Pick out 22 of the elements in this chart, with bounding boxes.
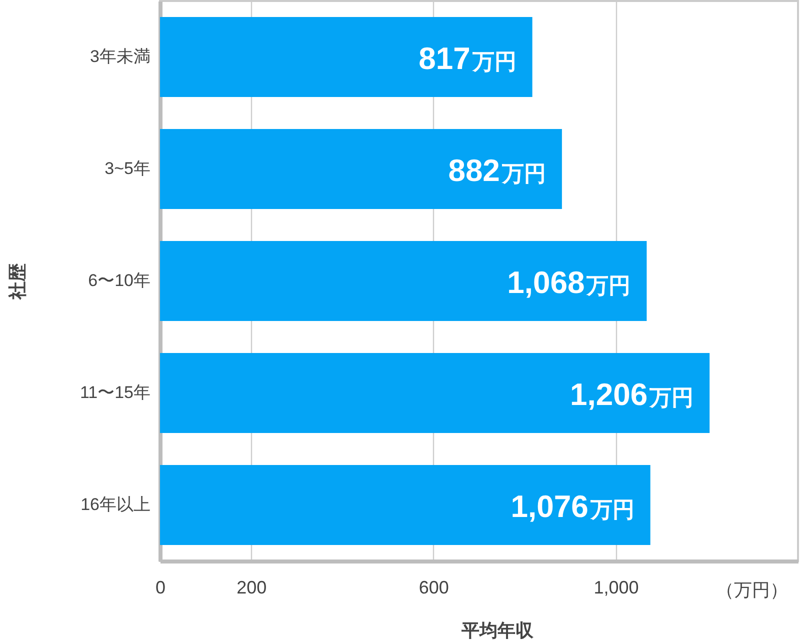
bar bbox=[160, 17, 532, 98]
bar bbox=[160, 353, 710, 433]
bar bbox=[160, 129, 562, 209]
data-label: 882万円 bbox=[448, 153, 546, 188]
data-label: 1,068万円 bbox=[507, 265, 631, 300]
data-label: 817万円 bbox=[418, 41, 516, 76]
data-label: 1,206万円 bbox=[570, 377, 694, 412]
y-tick-label: 11〜15年 bbox=[80, 383, 150, 402]
y-axis-title: 社歴 bbox=[8, 264, 28, 300]
y-tick-label: 3年未満 bbox=[90, 47, 150, 66]
data-label: 1,076万円 bbox=[510, 488, 634, 524]
x-tick-label: 1,000 bbox=[594, 578, 639, 598]
y-tick-label: 6〜10年 bbox=[88, 271, 150, 290]
x-tick-label: 0 bbox=[155, 578, 166, 598]
x-tick-label: 600 bbox=[418, 578, 449, 598]
x-tick-label: 200 bbox=[236, 578, 267, 598]
y-tick-label: 16年以上 bbox=[80, 494, 150, 514]
bar bbox=[160, 464, 650, 545]
text: （万円） bbox=[716, 580, 788, 600]
bar bbox=[160, 241, 647, 321]
y-tick-label: 3~5年 bbox=[104, 159, 150, 178]
x-axis-title: 平均年収 bbox=[460, 620, 534, 640]
